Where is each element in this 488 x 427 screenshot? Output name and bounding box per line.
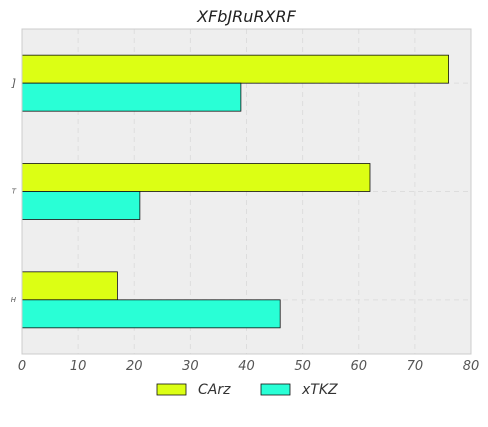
y-tick-label: H [11,296,17,304]
legend-label-xTKZ: xTKZ [301,382,338,398]
x-tick-label: 70 [407,359,424,374]
y-tick-label: T [12,188,17,196]
bar-xTKZ-T [21,191,141,220]
bar-xTKZ-] [21,82,242,112]
y-axis-ticks: H T] [11,77,17,304]
plot-frame [21,28,472,355]
legend: CArz xTKZ [156,382,338,398]
x-tick-label: 30 [182,359,199,374]
x-tick-label: 40 [238,359,255,374]
bar-xTKZ-H [21,299,281,329]
x-tick-label: 80 [463,359,480,374]
x-tick-label: 60 [350,359,367,374]
x-tick-label: 10 [70,359,87,374]
chart-title: XFbJRuRXRF [196,7,296,26]
legend-swatch-CArz [156,383,187,396]
x-tick-label: 0 [18,359,26,374]
bar-CArz-H [21,271,118,301]
x-tick-label: 20 [126,359,143,374]
x-tick-label: 50 [294,359,311,374]
bar-CArz-] [21,54,449,84]
legend-label-CArz: CArz [198,382,231,398]
y-tick-label: ] [11,77,16,90]
x-axis-ticks: 0 10 20 30 40 50 60 70 80 [18,359,479,374]
bar-CArz-T [21,163,371,192]
legend-swatch-xTKZ [260,383,291,396]
